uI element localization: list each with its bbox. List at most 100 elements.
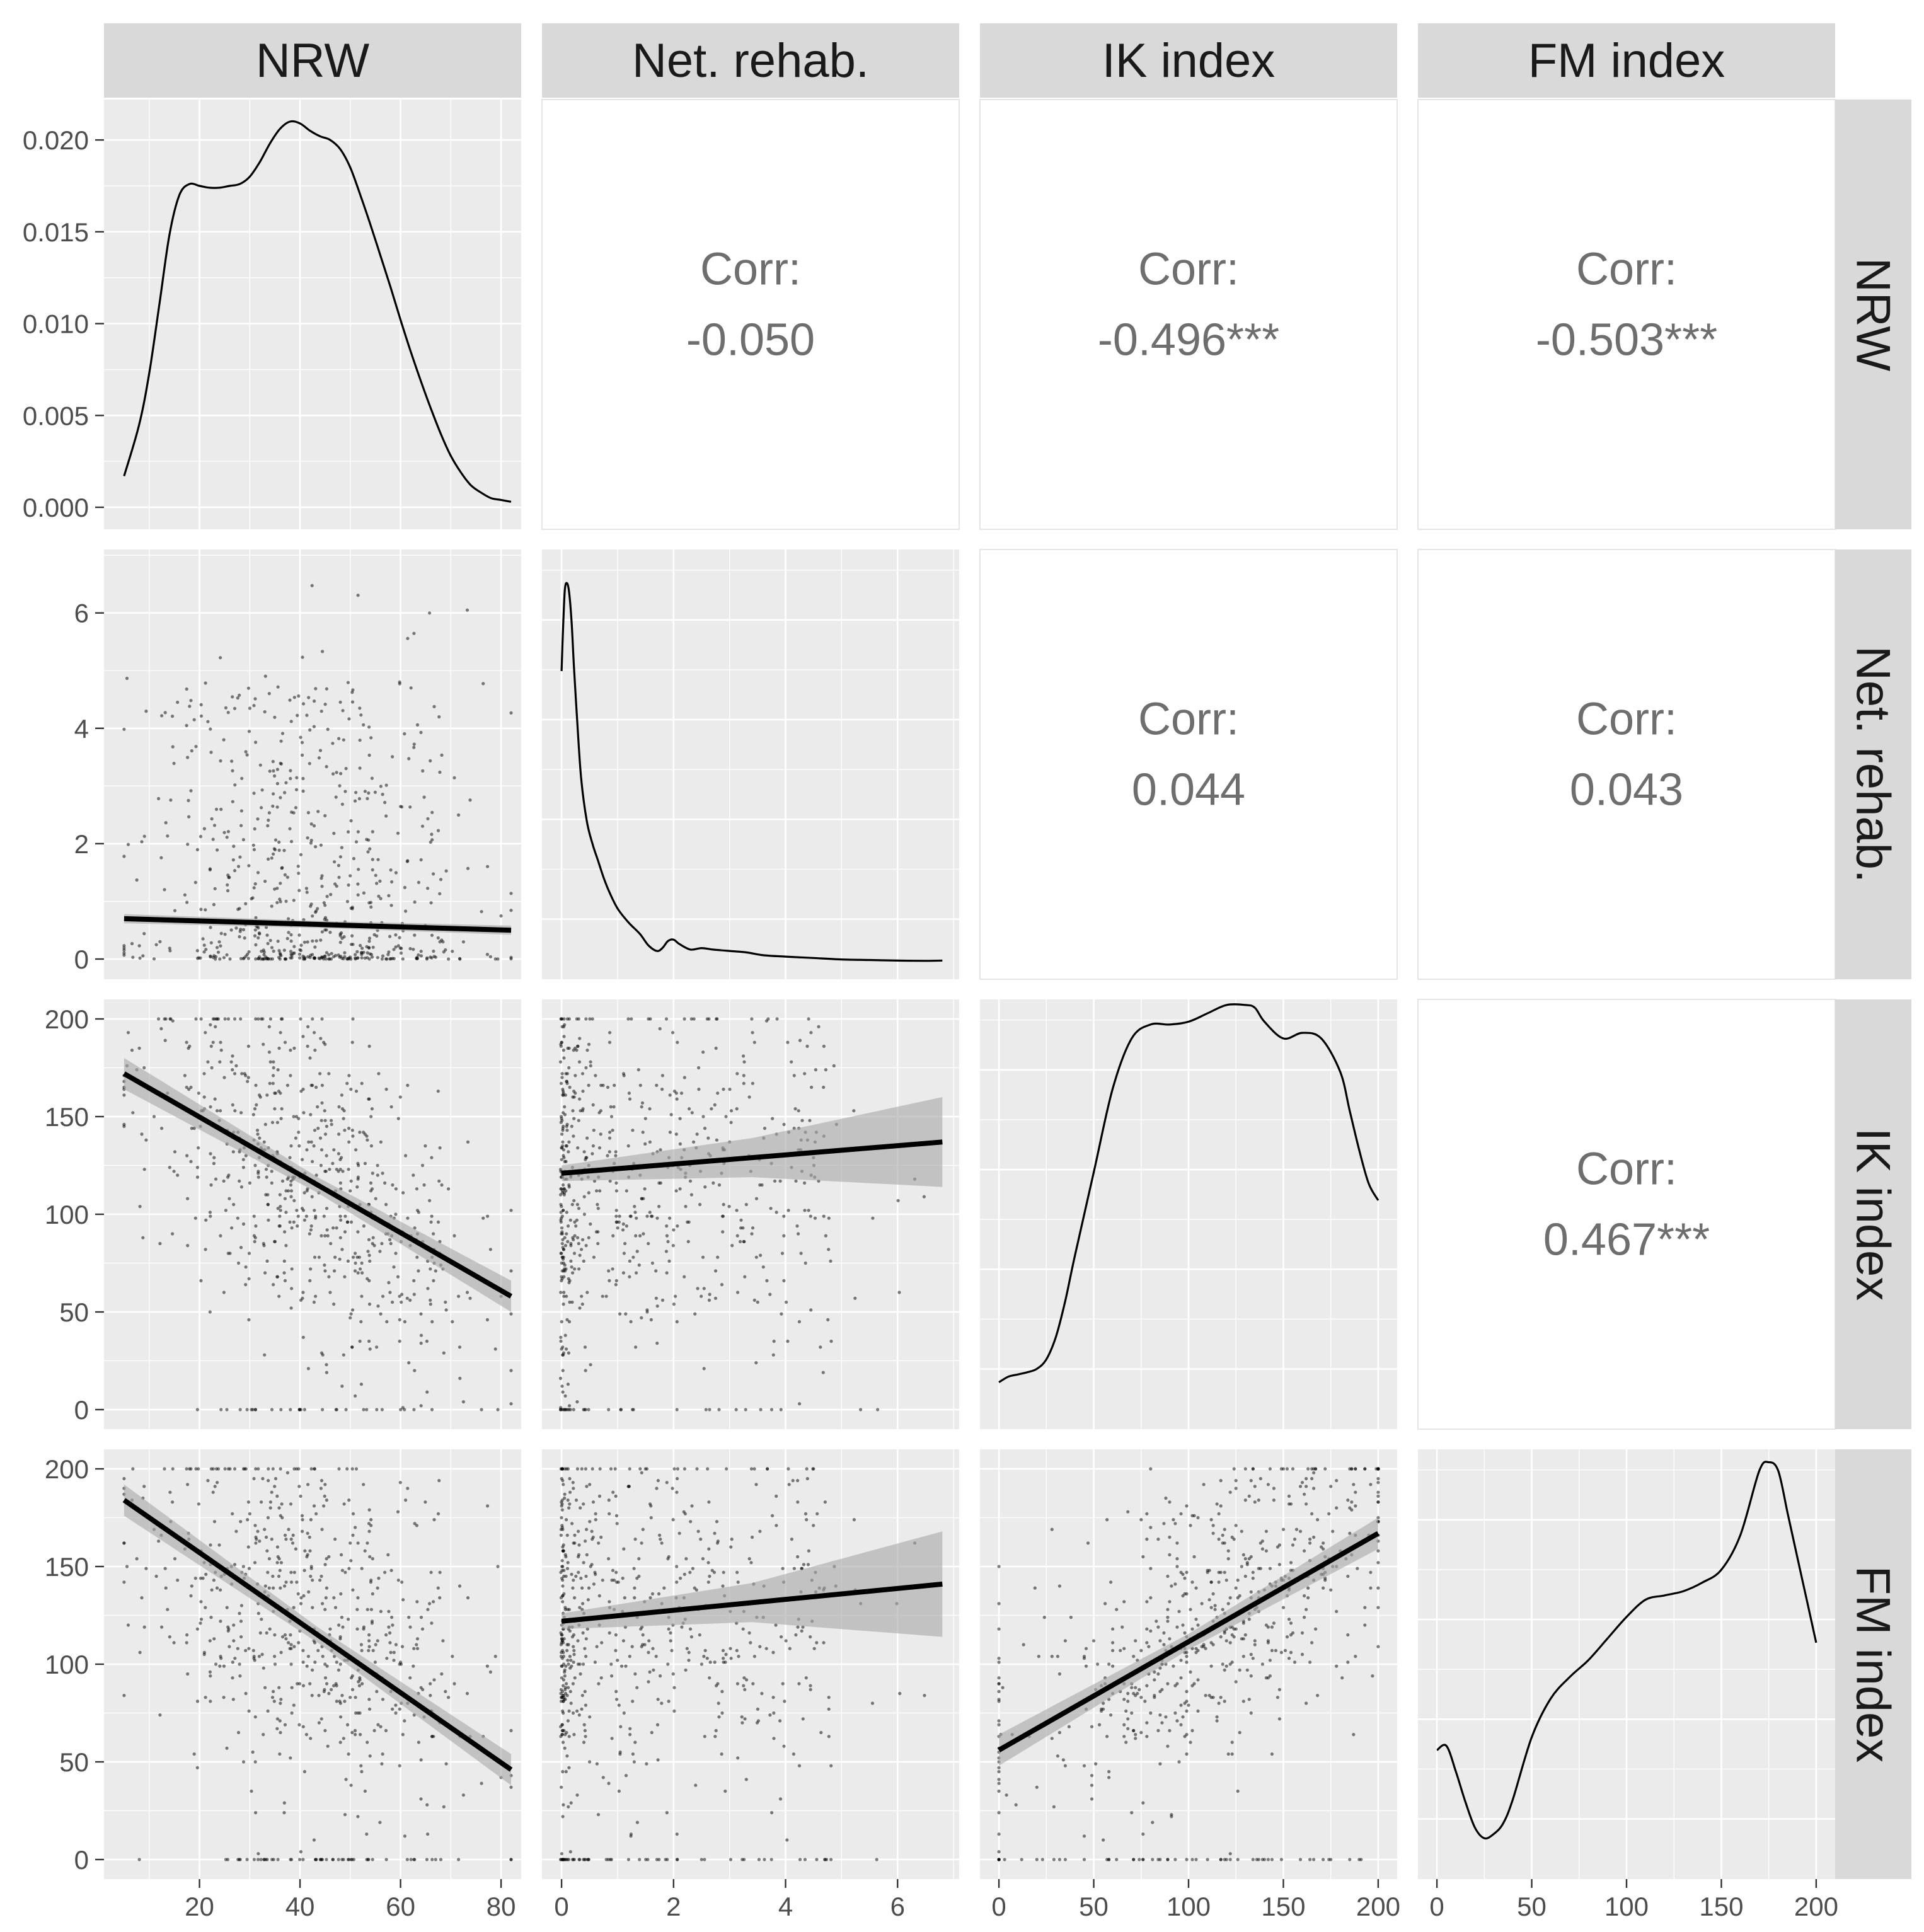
fit-line [122,1498,513,1772]
scatter-point [296,1224,299,1228]
scatter-point [245,1408,249,1412]
scatter-point [815,1641,819,1645]
scatter-point [359,1733,362,1737]
scatter-point [665,1811,669,1815]
scatter-point [321,1602,325,1606]
scatter-point [398,1318,401,1321]
scatter-point [323,1494,326,1498]
scatter-point [436,1220,441,1224]
scatter-point [164,1017,168,1021]
scatter-point [233,869,237,873]
scatter-point [187,815,191,819]
scatter-point [353,1728,357,1732]
scatter-point [720,1711,724,1715]
scatter-point [766,1467,769,1471]
scatter-point [1243,1498,1247,1502]
scatter-point [343,1813,347,1817]
scatter-point [1348,1531,1352,1535]
scatter-point [1207,1598,1211,1602]
scatter-point [711,1181,715,1185]
scatter-point [391,755,395,759]
scatter-point [275,1727,279,1730]
scatter-point [216,950,221,954]
scatter-point [1335,1664,1339,1668]
scatter-point [797,1682,801,1686]
scatter-point [562,1291,566,1294]
scatter-point [317,756,321,760]
scatter-point [254,916,258,919]
scatter-points [122,1017,513,1412]
scatter-point [299,948,302,952]
scatter-point [458,1584,462,1588]
scatter-point [714,1046,718,1050]
scatter-point [696,1287,700,1291]
scatter-point [785,1838,789,1842]
y-tick-label: 0.010 [23,309,89,339]
scatter-point [288,1647,292,1650]
scatter-point [297,871,301,875]
scatter-point [309,1224,313,1228]
scatter-point [578,1606,582,1609]
scatter-point [1226,1602,1230,1606]
scatter-point [1179,1659,1183,1662]
scatter-point [606,1154,609,1158]
scatter-point [283,1197,287,1200]
scatter-point [375,1689,379,1693]
scatter-point [827,1735,831,1739]
scatter-point [273,774,277,778]
x-axis-col-0: 20 40 60 80 [185,1879,516,1921]
scatter-point [562,1302,565,1306]
scatter-point [384,1633,388,1637]
scatter-point [643,1142,647,1146]
scatter-point [289,1538,293,1541]
panel-r2-c1 [542,999,959,1429]
scatter-point [1272,1621,1276,1625]
scatter-point [635,1686,639,1689]
scatter-point [301,1291,305,1294]
scatter-point [289,1502,293,1506]
scatter-point [250,1789,253,1793]
scatter-point [398,1095,402,1099]
scatter-point [369,1580,373,1584]
scatter-point [403,1834,407,1838]
scatter-point [280,866,284,870]
scatter-point [432,1678,436,1682]
scatter-point [398,1481,402,1485]
scatter-point [608,1031,612,1035]
scatter-point [199,1621,202,1625]
scatter-point [1185,1699,1189,1703]
scatter-point [1285,1635,1289,1639]
scatter-point [297,1723,301,1727]
scatter-point [415,1255,419,1259]
scatter-point [137,1858,141,1861]
scatter-point [256,1467,260,1471]
scatter-point [564,1769,568,1774]
scatter-point [193,880,197,884]
scatter-point [206,1479,210,1483]
scatter-point [189,1594,193,1598]
scatter-point [142,834,146,838]
scatter-point [216,1467,221,1471]
scatter-point [226,711,230,715]
scatter-point [563,1674,567,1678]
scatter-point [1268,1567,1272,1570]
scatter-point [1187,1703,1190,1707]
scatter-point [226,1017,230,1021]
scatter-point [337,1858,340,1861]
scatter-point [429,1220,433,1224]
scatter-point [202,943,206,947]
scatter-point [1194,1647,1198,1650]
panel-r1-c2: Corr:0.044 [979,549,1398,980]
fit-line [998,1531,1380,1752]
scatter-point [258,1631,262,1635]
scatter-point [1069,1616,1073,1619]
scatter-point [317,1694,321,1698]
scatter-point [1173,1522,1177,1526]
scatter-point [292,945,296,948]
scatter-point [638,1234,642,1238]
scatter-point [159,856,163,860]
scatter-point [380,1241,384,1246]
scatter-point [258,1136,262,1140]
scatter-point [559,1533,563,1537]
scatter-point [558,1408,563,1412]
